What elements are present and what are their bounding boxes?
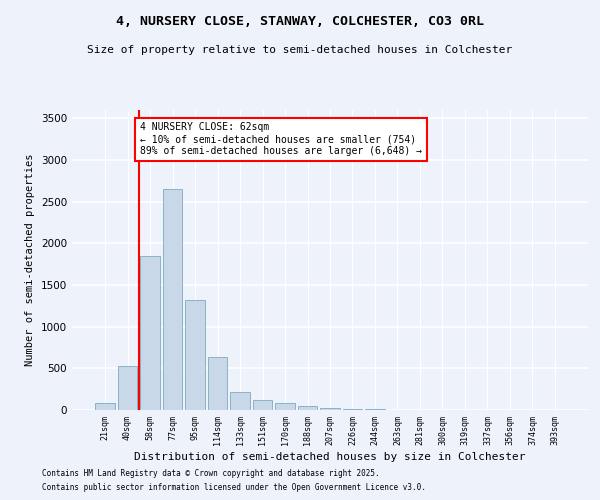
Bar — [118, 366, 137, 410]
Text: Size of property relative to semi-detached houses in Colchester: Size of property relative to semi-detach… — [88, 45, 512, 55]
Bar — [343, 409, 362, 410]
Text: Contains public sector information licensed under the Open Government Licence v3: Contains public sector information licen… — [42, 484, 426, 492]
Bar — [163, 189, 182, 410]
Bar — [230, 392, 250, 410]
Text: 4 NURSERY CLOSE: 62sqm
← 10% of semi-detached houses are smaller (754)
89% of se: 4 NURSERY CLOSE: 62sqm ← 10% of semi-det… — [140, 122, 422, 156]
Bar — [253, 400, 272, 410]
Bar — [298, 406, 317, 410]
Text: Contains HM Land Registry data © Crown copyright and database right 2025.: Contains HM Land Registry data © Crown c… — [42, 468, 380, 477]
Bar — [320, 408, 340, 410]
Bar — [365, 409, 385, 410]
X-axis label: Distribution of semi-detached houses by size in Colchester: Distribution of semi-detached houses by … — [134, 452, 526, 462]
Text: 4, NURSERY CLOSE, STANWAY, COLCHESTER, CO3 0RL: 4, NURSERY CLOSE, STANWAY, COLCHESTER, C… — [116, 15, 484, 28]
Bar — [208, 356, 227, 410]
Bar — [185, 300, 205, 410]
Y-axis label: Number of semi-detached properties: Number of semi-detached properties — [25, 154, 35, 366]
Bar — [95, 404, 115, 410]
Bar — [140, 256, 160, 410]
Bar — [275, 404, 295, 410]
